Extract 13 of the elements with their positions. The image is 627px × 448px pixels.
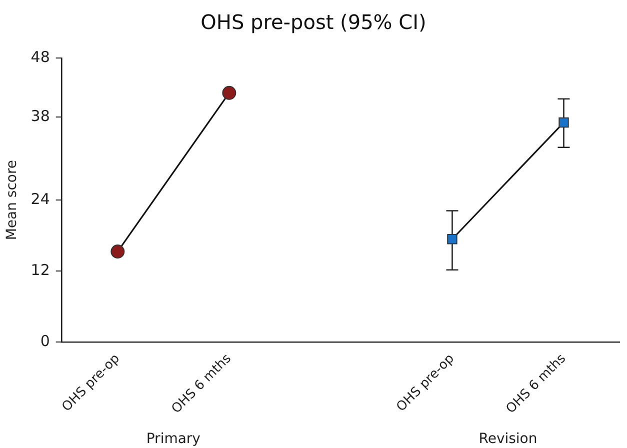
y-tick-label: 48 bbox=[30, 48, 50, 66]
y-tick-label: 24 bbox=[30, 190, 50, 208]
y-tick-label: 38 bbox=[30, 107, 50, 126]
y-axis-title: Mean score bbox=[4, 160, 20, 240]
text: Revision bbox=[478, 431, 538, 447]
point bbox=[110, 244, 125, 259]
y-tick-label: 12 bbox=[30, 260, 50, 279]
point bbox=[447, 234, 458, 244]
point bbox=[222, 86, 236, 100]
chart-title: OHS pre-post (95% CI) bbox=[200, 10, 426, 34]
point bbox=[558, 117, 569, 128]
text: Primary bbox=[146, 431, 200, 447]
y-tick-label: 0 bbox=[40, 332, 50, 350]
